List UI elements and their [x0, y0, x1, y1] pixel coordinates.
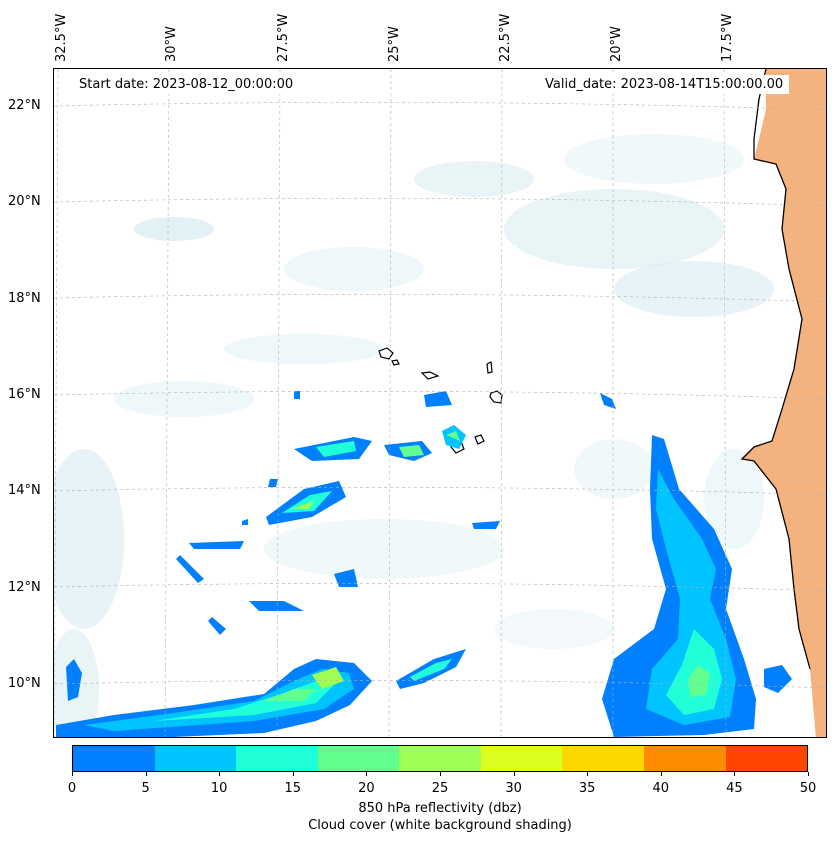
- colorbar-tick-label: 45: [726, 781, 743, 796]
- colorbar-tick-label: 25: [431, 781, 449, 796]
- colorbar-tickmark: [72, 772, 73, 776]
- lat-label-18n: 18°N: [8, 291, 41, 306]
- colorbar-tick-label: 50: [799, 781, 817, 796]
- map-canvas: [54, 69, 826, 737]
- colorbar-segment-2: [236, 746, 318, 771]
- lon-label-32-5w: 32.5°W: [54, 13, 69, 62]
- colorbar-tickmark: [660, 772, 662, 776]
- colorbar-segment-0: [73, 746, 155, 771]
- lat-label-22n: 22°N: [8, 98, 41, 113]
- lon-label-17-5w: 17.5°W: [720, 13, 735, 62]
- coastline: [740, 69, 811, 670]
- colorbar-tick-label: 10: [210, 781, 228, 796]
- colorbar-tick-label: 40: [652, 781, 670, 796]
- lat-label-12n: 12°N: [8, 580, 41, 595]
- reflectivity-colorbar: [72, 745, 808, 772]
- start-date-label: Start date: 2023-08-12_00:00:00: [73, 75, 300, 94]
- colorbar-segment-3: [317, 746, 400, 771]
- reflectivity-cells: [56, 391, 792, 737]
- colorbar-segment-7: [643, 746, 726, 771]
- colorbar-label: 850 hPa reflectivity (dbz): [358, 801, 522, 816]
- africa-land: [742, 69, 826, 737]
- lat-label-14n: 14°N: [8, 483, 41, 498]
- colorbar-segment-6: [562, 746, 644, 771]
- colorbar-tickmark: [292, 772, 294, 776]
- colorbar-tickmark: [808, 772, 809, 776]
- lat-label-10n: 10°N: [8, 676, 41, 691]
- valid-date-label: Valid_date: 2023-08-14T15:00:00.00: [539, 75, 790, 94]
- colorbar-sublabel: Cloud cover (white background shading): [308, 818, 572, 833]
- lat-label-16n: 16°N: [8, 387, 41, 402]
- colorbar-tickmark: [440, 772, 441, 776]
- colorbar-segment-5: [480, 746, 563, 771]
- colorbar-segment-1: [154, 746, 237, 771]
- lon-label-22-5w: 22.5°W: [498, 13, 513, 62]
- colorbar-tickmark: [366, 772, 368, 776]
- colorbar-tickmark: [587, 772, 589, 776]
- lon-label-20w: 20°W: [609, 26, 624, 62]
- graticule: [54, 69, 826, 737]
- colorbar-tick-label: 30: [505, 781, 522, 796]
- colorbar-tick-label: 20: [358, 781, 375, 796]
- lon-label-27-5w: 27.5°W: [276, 13, 291, 62]
- lon-label-30w: 30°W: [164, 26, 179, 62]
- colorbar-tickmark: [513, 772, 515, 776]
- colorbar-tick-label: 5: [141, 781, 150, 796]
- colorbar-tickmark: [219, 772, 221, 776]
- lon-label-25w: 25°W: [387, 26, 402, 62]
- cloud-cover-shading: [54, 134, 774, 737]
- colorbar-segment-4: [399, 746, 481, 771]
- colorbar-segment-8: [725, 746, 808, 771]
- colorbar-tick-label: 0: [67, 781, 77, 796]
- lat-label-20n: 20°N: [8, 194, 41, 209]
- colorbar-tick-label: 15: [284, 781, 302, 796]
- colorbar-tickmark: [145, 772, 147, 776]
- map-panel: [53, 68, 827, 738]
- colorbar-tick-label: 35: [578, 781, 596, 796]
- colorbar-tickmark: [734, 772, 736, 776]
